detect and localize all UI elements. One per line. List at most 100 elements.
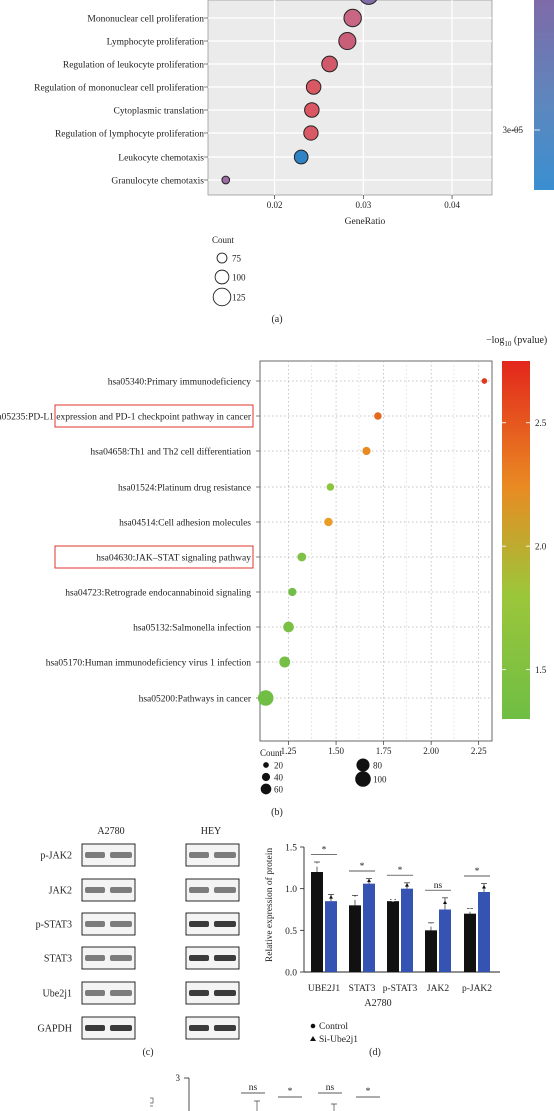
panel-c-label: (c) (142, 1047, 153, 1058)
blot-band (214, 852, 236, 858)
plot-a-size-legend-title: Count (212, 235, 235, 245)
legend-control-label: Control (319, 1022, 348, 1032)
bar-d-x-axis-title: A2780 (364, 998, 391, 1009)
plot-b-x-ticks: 1.25 1.50 1.75 2.00 2.25 (281, 741, 487, 756)
plot-b-y-label-hsa05200-pathways-in-cancer: hsa05200:Pathways in cancer (139, 695, 252, 705)
plot-b-y-labels: hsa05340:Primary immunodeficiency hsa0523… (0, 377, 260, 705)
plot-b-grid (260, 361, 492, 741)
bar-d-si-marker (329, 895, 333, 899)
blot-label-stat3: STAT3 (44, 954, 72, 965)
plot-b-size-legend: 20 40 60 80 100 (260, 758, 387, 795)
plot-b-size-legend-label: 100 (373, 775, 387, 785)
plot-b-size-legend-dot (356, 758, 370, 772)
plot-b-y-label-hsa04630-jak-stat-signaling-pathway: hsa04630:JAK–STAT signaling pathway (96, 554, 251, 564)
legend-si-ube2j1-marker (310, 1036, 316, 1041)
bar-e-y-tick-label: 3 (176, 1073, 181, 1083)
blot-band (85, 990, 105, 996)
plot-b-x-tick-label: 1.25 (281, 746, 297, 756)
blot-rows: p-JAK2 JAK2 p-STAT3 STAT3 Ube2j1 GAPDH (36, 843, 240, 1040)
plot-a-point-mononuclear-cell-proliferation (343, 8, 362, 28)
bar-d-si-marker (482, 885, 486, 889)
panel-a-label: (a) (271, 314, 282, 325)
plot-a-point-regulation-of-leukocyte-proliferation (321, 55, 338, 73)
plot-b-y-label-hsa04514-cell-adhesion-molecules: hsa04514:Cell adhesion molecules (119, 519, 251, 529)
bar-d-control-dot (315, 863, 319, 867)
plot-a-points (221, 0, 378, 185)
blot-box (81, 912, 136, 936)
bar-d-y-axis-title: Relative expression of protein (264, 848, 275, 962)
plot-b-x-tick-label: 1.50 (328, 746, 344, 756)
bar-d-x-tick-label-p-stat3: p-STAT3 (383, 984, 418, 994)
blot-box (81, 1016, 136, 1040)
bar-e-cut-ylabel (150, 1097, 154, 1107)
plot-b-colorbar (502, 361, 530, 719)
bar-d-si-ube2j1-stat3 (363, 883, 375, 972)
blot-band (214, 955, 236, 961)
blot-box (185, 878, 240, 902)
plot-a-y-label-regulation-of-lymphocyte-proliferation: Regulation of lymphocyte proliferation (55, 129, 204, 140)
blot-band (110, 852, 132, 858)
blot-label-ube2j1: Ube2j1 (43, 989, 72, 1000)
bar-d-y-axis-title-text: Relative expression of protein (264, 848, 275, 962)
bar-d-y-tick-label: 1.5 (285, 844, 297, 854)
plot-a-colorbar (534, 0, 554, 190)
plot-a-size-legend-label: 100 (232, 273, 246, 283)
plot-b-size-legend-dot (263, 762, 269, 768)
plot-b-y-label-hsa05235-pd-l1-expression-and-pd-1-checkpoint-pathway-in-cancer: hsa05235:PD-L1 expression and PD-1 check… (0, 413, 252, 423)
blot-label-gapdh: GAPDH (38, 1024, 72, 1035)
plot-b-point-hsa05170-human-immunodeficiency-virus-1-infection (279, 656, 291, 668)
plot-b-size-legend-dot (260, 783, 272, 795)
blot-label-p-jak2: p-JAK2 (40, 851, 72, 862)
plot-b-highlight-box (54, 404, 254, 428)
bar-d-legend: Control Si-Ube2j1 (310, 1022, 358, 1045)
plot-b-x-tick-label: 1.75 (376, 746, 392, 756)
plot-b-x-tick-label: 2.00 (423, 746, 439, 756)
blot-band (85, 955, 105, 961)
bar-d-si-marker (367, 878, 371, 883)
plot-a-y-label-granulocyte-chemotaxis: Granulocyte chemotaxis (111, 177, 204, 187)
plot-b-size-legend-label: 80 (373, 761, 383, 771)
blot-band (189, 852, 209, 858)
plot-a-y-label-leukocyte-chemotaxis: Leukocyte chemotaxis (118, 154, 204, 164)
blot-box (81, 843, 136, 867)
plot-a-x-axis-title: GeneRatio (345, 217, 386, 227)
bar-d-y-tick-label: 1.0 (285, 885, 297, 895)
panel-d: 0.0 0.5 1.0 1.5 UBE2J1 STAT3 p-STAT3 JAK2 p-JAK2… (264, 844, 500, 1058)
plot-b-colorbar-tick-label: 1.5 (535, 665, 547, 675)
blot-band (189, 990, 209, 996)
bar-d-si-ube2j1-p-stat3 (401, 888, 413, 972)
plot-b-y-label-hsa05132-salmonella-infection: hsa05132:Salmonella infection (133, 623, 251, 634)
blot-label-jak2: JAK2 (49, 886, 72, 897)
plot-b-point-hsa04723-retrograde-endocannabinoid-signaling (288, 587, 297, 597)
bar-d-control-jak2 (425, 930, 437, 972)
plot-b-point-hsa05235-pd-l1-expression-and-pd-1-checkpoint-pathway-in-cancer (374, 412, 382, 420)
bar-d-y-tick-label: 0.0 (285, 969, 297, 979)
plot-b-size-legend-dot (355, 771, 371, 787)
bar-d-x-tick-label-p-jak2: p-JAK2 (462, 984, 492, 994)
plot-a-y-label-regulation-of-leukocyte-proliferation: Regulation of leukocyte proliferation (63, 60, 204, 71)
plot-a-x-tick-label: 0.04 (444, 200, 460, 210)
plot-a-point-cytoplasmic-translation (304, 102, 320, 118)
plot-a-point-granulocyte-chemotaxis (221, 175, 231, 185)
plot-b-y-label-hsa04723-retrograde-endocannabinoid-signaling: hsa04723:Retrograde endocannabinoid sign… (65, 589, 251, 599)
panel-d-label: (d) (369, 1047, 381, 1058)
blot-column-A2780: A2780 (97, 826, 124, 837)
panel-c: A2780 HEY p-JAK2 JAK2 p-STAT3 STAT3 Ube2j1 GA… (36, 826, 240, 1058)
bar-e-errorbar-fragment-2 (331, 1103, 337, 1111)
panel-b: −log10 (pvalue) hsa05340:Primary immunod… (0, 335, 547, 818)
blot-band (110, 887, 132, 893)
plot-a-size-legend-circle (212, 287, 232, 307)
plot-a-point-partial (360, 0, 378, 5)
plot-a-x-tick-label: 0.02 (267, 200, 283, 210)
blot-band (85, 852, 105, 858)
plot-a-point-lymphocyte-proliferation (338, 31, 357, 51)
bar-d-x-tick-label-stat3: STAT3 (349, 984, 376, 994)
plot-b-colorbar-ticks: 2.5 2.0 1.5 (502, 418, 547, 675)
plot-a-point-regulation-of-mononuclear-cell-proliferation (305, 79, 322, 95)
bar-d-x-tick-label-ube2j1: UBE2J1 (308, 984, 340, 994)
bar-d-control-dot (391, 898, 395, 902)
blot-box (185, 1016, 240, 1040)
plot-b-point-hsa04658-th1-and-th2-cell-differentiation (362, 446, 371, 456)
blot-column-HEY: HEY (201, 826, 222, 837)
blot-band (110, 990, 132, 996)
